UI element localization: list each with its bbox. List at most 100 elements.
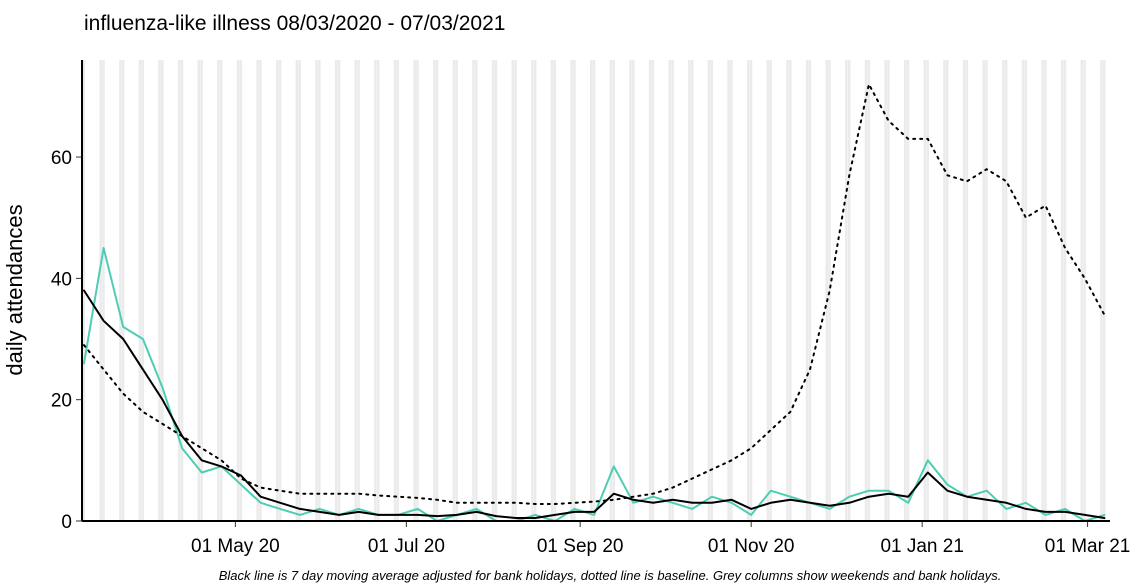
x-tick-label: 01 Sep 20 (537, 536, 624, 557)
y-tick-label: 20 (51, 391, 72, 412)
weekend-band (746, 60, 750, 521)
weekend-band (589, 60, 593, 521)
weekend-band (435, 60, 439, 521)
weekend-band (376, 60, 380, 521)
weekend-band (278, 60, 282, 521)
weekend-band (533, 60, 537, 521)
weekend-band (239, 60, 243, 521)
weekend-band (1004, 60, 1008, 521)
weekend-band (786, 60, 789, 521)
weekend-band (256, 60, 259, 521)
weekend-band (789, 60, 792, 521)
weekend-band (102, 60, 105, 521)
y-tick-label: 40 (51, 269, 72, 290)
series-line (83, 247, 1106, 522)
weekend-band (965, 60, 969, 521)
weekend-band (707, 60, 711, 521)
weekend-band (298, 60, 301, 521)
weekend-band (982, 60, 985, 521)
weekend-band (985, 60, 988, 521)
weekend-band (1063, 60, 1067, 521)
weekend-band (1102, 60, 1106, 521)
x-tick-label: 01 Jul 20 (368, 536, 445, 557)
weekend-band (452, 60, 456, 521)
weekend-band (531, 60, 534, 521)
baseline-line (83, 83, 1106, 505)
weekend-band (651, 60, 655, 521)
weekend-band (923, 60, 927, 521)
x-tick-label: 01 May 20 (191, 536, 280, 557)
y-axis-label: daily attendances (2, 204, 27, 375)
weekend-band (730, 60, 733, 521)
weekend-band (295, 60, 299, 521)
weekend-band (337, 60, 341, 521)
weekend-band (828, 60, 831, 521)
weekend-band (903, 60, 907, 521)
weekend-band (475, 60, 478, 521)
weekend-band (1041, 60, 1044, 521)
weekend-band (413, 60, 416, 521)
weekend-band (494, 60, 498, 521)
weekend-band (688, 60, 691, 521)
weekend-band (219, 60, 223, 521)
weekend-band (491, 60, 495, 521)
weekend-band (887, 60, 890, 521)
weekend-band (906, 60, 910, 521)
weekend-band (1021, 60, 1025, 521)
weekend-band (845, 60, 848, 521)
weekend-band (158, 60, 161, 521)
weekend-band (550, 60, 554, 521)
weekend-band (161, 60, 164, 521)
weekend-band (946, 60, 949, 521)
weekend-band (259, 60, 262, 521)
series-line (83, 289, 1106, 519)
weekend-band (825, 60, 828, 521)
weekend-band (1083, 60, 1086, 521)
weekend-band (573, 60, 576, 521)
weekend-band (1044, 60, 1047, 521)
weekend-band (926, 60, 929, 521)
weekend-band (99, 60, 102, 521)
weekend-band (177, 60, 181, 521)
weekend-band (962, 60, 966, 521)
weekend-band (276, 60, 279, 521)
weekend-band (200, 60, 203, 521)
chart-title: influenza-like illness 08/03/2020 - 07/0… (84, 12, 505, 35)
weekend-band (749, 60, 753, 521)
weekend-band (1002, 60, 1005, 521)
x-tick-label: 01 Nov 20 (708, 536, 795, 557)
weekend-band (864, 60, 868, 521)
weekend-band (1080, 60, 1084, 521)
y-tick-label: 60 (51, 148, 72, 169)
weekend-band (943, 60, 946, 521)
weekend-band (629, 60, 632, 521)
weekend-band (197, 60, 201, 521)
weekend-band (357, 60, 360, 521)
x-tick-label: 01 Mar 21 (1045, 536, 1131, 557)
weekend-band (396, 60, 400, 521)
weekend-band (1100, 60, 1103, 521)
weekend-band (884, 60, 887, 521)
weekend-band (416, 60, 419, 521)
weekend-band (180, 60, 184, 521)
weekend-band (315, 60, 318, 521)
weekend-band (690, 60, 694, 521)
weekend-band (592, 60, 596, 521)
weekend-band (632, 60, 635, 521)
y-tick-label: 0 (61, 512, 72, 533)
weekend-band (433, 60, 436, 521)
weekend-band (847, 60, 851, 521)
weekend-band (354, 60, 358, 521)
weekend-band (612, 60, 615, 521)
weekend-band (455, 60, 458, 521)
weekend-band (119, 60, 122, 521)
weekend-band (334, 60, 338, 521)
weekend-band (393, 60, 397, 521)
weekend-band (668, 60, 672, 521)
weekend-band (609, 60, 613, 521)
weekend-band (374, 60, 377, 521)
weekend-band (766, 60, 770, 521)
weekend-band (727, 60, 730, 521)
weekend-band (236, 60, 240, 521)
